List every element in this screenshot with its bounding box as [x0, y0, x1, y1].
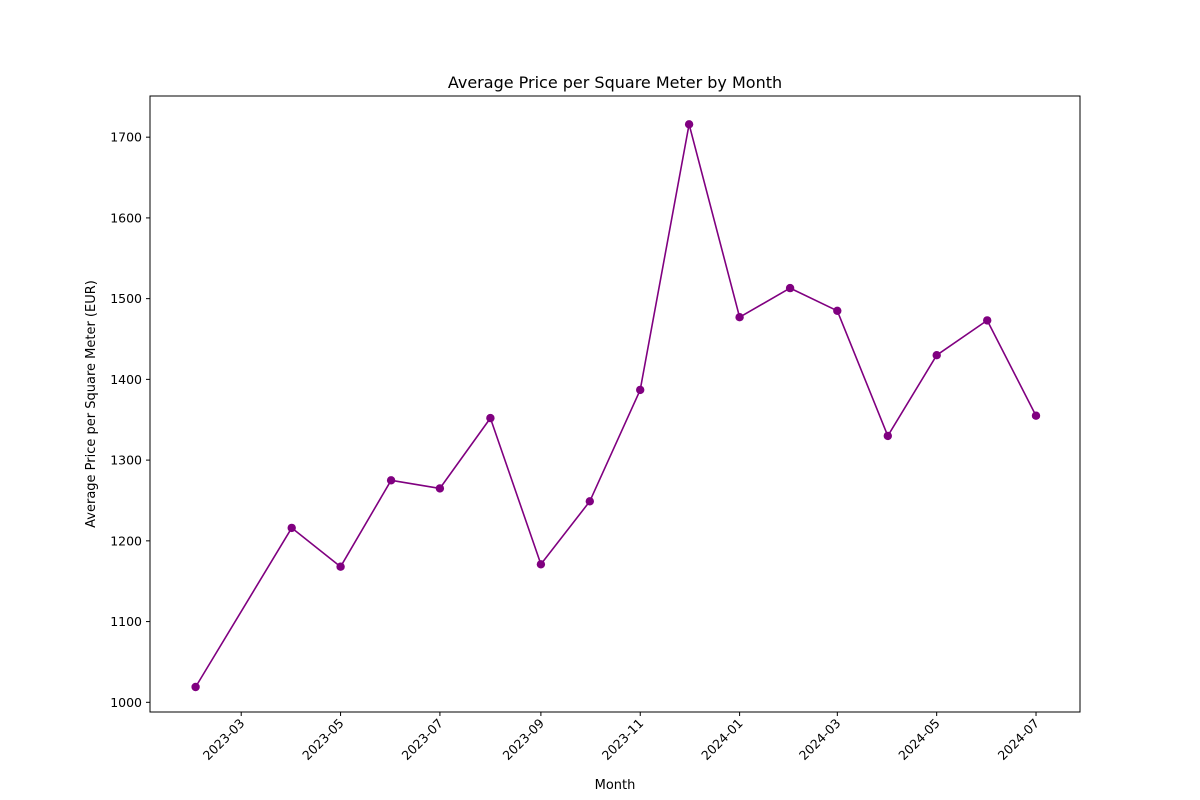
data-point [932, 351, 941, 360]
plot-frame [149, 95, 1081, 713]
data-point [536, 560, 546, 569]
x-axis-label: Month [595, 778, 636, 793]
y-tick-label: 1100 [110, 614, 142, 629]
y-tick-label: 1600 [110, 210, 142, 225]
y-axis-ticks: 1000 1100 1200 1300 1400 1500 1600 1700 [110, 130, 150, 710]
data-point [336, 562, 345, 571]
y-tick-label: 1400 [110, 372, 142, 387]
y-tick-label: 1200 [110, 533, 142, 548]
plot-area [191, 120, 1041, 692]
data-point [833, 306, 842, 315]
data-point [636, 385, 645, 395]
chart-title: Average Price per Square Meter by Month [448, 73, 782, 92]
data-point [735, 313, 744, 322]
y-tick-label: 1500 [110, 291, 142, 306]
y-tick-label: 1700 [110, 130, 142, 145]
data-point [983, 316, 992, 325]
data-point [435, 484, 445, 493]
data-point [883, 431, 892, 441]
data-point [585, 497, 594, 506]
y-tick-label: 1300 [110, 453, 142, 468]
y-tick-label: 1000 [110, 695, 142, 710]
data-point [386, 476, 396, 485]
data-point [785, 283, 795, 293]
data-point [486, 413, 495, 423]
y-axis-label: Average Price per Square Meter (EUR) [84, 280, 99, 528]
data-point [191, 682, 200, 692]
data-point [1031, 411, 1041, 420]
data-point [684, 120, 694, 129]
data-point [287, 523, 296, 533]
